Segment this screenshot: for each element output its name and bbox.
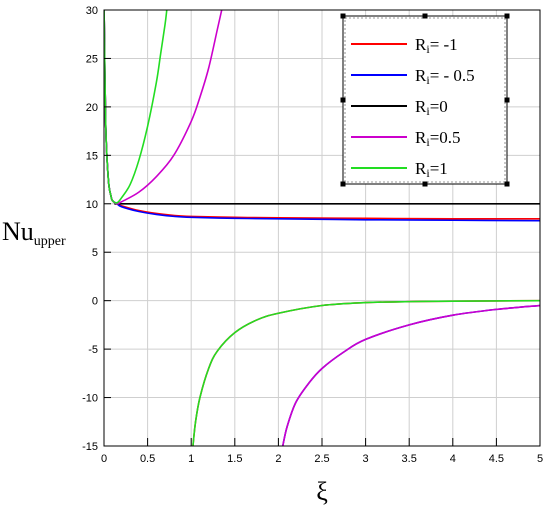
x-tick-label-8: 4 xyxy=(450,453,456,465)
y-tick-label-5: 10 xyxy=(86,199,98,211)
x-tick-label-0: 0 xyxy=(101,453,107,465)
y-tick-label-1: -10 xyxy=(82,393,98,405)
x-axis-title: ξ xyxy=(316,477,328,506)
legend-label-2: Ri=0 xyxy=(415,97,448,118)
series-line-4-0 xyxy=(104,10,168,204)
legend-resize-handle-1[interactable] xyxy=(422,13,428,19)
y-tick-label-8: 25 xyxy=(86,53,98,65)
y-tick-label-0: -15 xyxy=(82,441,98,453)
series-line-3-1 xyxy=(281,304,540,446)
y-tick-label-9: 30 xyxy=(86,5,98,17)
legend-label-0: Ri= -1 xyxy=(415,35,458,56)
y-tick-label-7: 20 xyxy=(86,102,98,114)
legend-resize-handle-5[interactable] xyxy=(340,181,346,187)
x-tick-label-1: 0.5 xyxy=(140,453,155,465)
series-group xyxy=(104,10,540,446)
x-tick-label-6: 3 xyxy=(363,453,369,465)
x-tick-label-10: 5 xyxy=(537,453,543,465)
x-tick-label-9: 4.5 xyxy=(489,453,504,465)
x-tick-label-4: 2 xyxy=(275,453,281,465)
y-tick-label-2: -5 xyxy=(88,344,98,356)
y-axis-title-main: Nu xyxy=(2,217,34,246)
legend-resize-handle-0[interactable] xyxy=(340,13,346,19)
legend-resize-handle-6[interactable] xyxy=(422,181,428,187)
x-tick-label-5: 2.5 xyxy=(314,453,329,465)
legend-label-4: Ri=1 xyxy=(415,159,448,180)
ticks: 0 0.5 1 1.5 2 2.5 3 3.5 4 4.5 5 -15 -10 -5 0 5 10 15 20 25 3… xyxy=(82,5,543,465)
legend-resize-handle-4[interactable] xyxy=(504,97,510,103)
y-axis-title-sub: upper xyxy=(34,234,66,249)
x-tick-label-3: 1.5 xyxy=(227,453,242,465)
legend-resize-handle-7[interactable] xyxy=(504,181,510,187)
x-tick-label-7: 3.5 xyxy=(402,453,417,465)
y-tick-label-6: 15 xyxy=(86,150,98,162)
legend: Ri= -1 Ri= - 0.5 Ri=0 Ri=0.5 Ri=1 xyxy=(340,13,510,187)
series-line-4-1 xyxy=(192,299,540,446)
legend-label-1: Ri= - 0.5 xyxy=(415,66,475,87)
y-tick-label-3: 0 xyxy=(92,296,98,308)
x-tick-label-2: 1 xyxy=(188,453,194,465)
y-axis-title: Nuupper xyxy=(2,217,66,249)
y-tick-label-4: 5 xyxy=(92,247,98,259)
legend-resize-handle-2[interactable] xyxy=(504,13,510,19)
legend-label-3: Ri=0.5 xyxy=(415,128,461,149)
legend-resize-handle-3[interactable] xyxy=(340,97,346,103)
